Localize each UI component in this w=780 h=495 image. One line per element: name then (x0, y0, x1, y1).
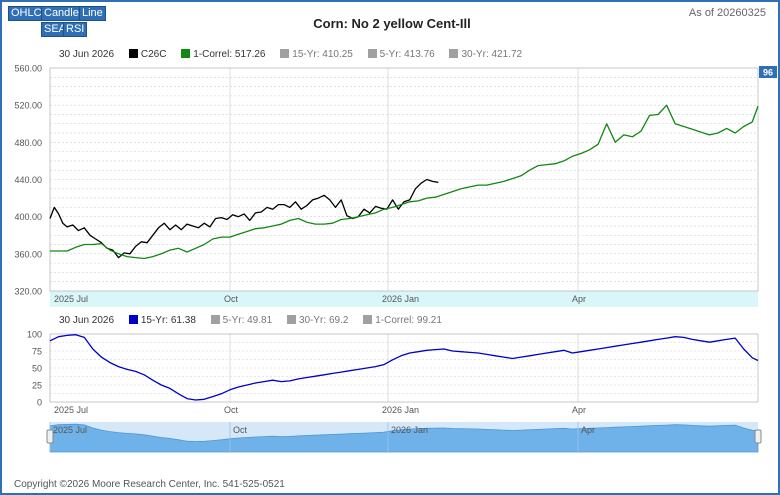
navigator-x-label: Oct (233, 425, 248, 435)
price-x-tick-label: 2025 Jul (54, 294, 88, 304)
navigator-area (49, 423, 759, 453)
candle-button[interactable]: Candle (41, 6, 82, 21)
rsi-x-tick-label: Oct (224, 405, 239, 415)
price-legend-date: 30 Jun 2026 (59, 49, 115, 60)
legend-item-1-correl[interactable]: 1-Correl: 517.26 (181, 49, 265, 60)
rsi-legend: 30 Jun 2026 15-Yr: 61.38 5-Yr: 49.81 30-… (59, 315, 454, 326)
price-x-tick-label: 2026 Jan (382, 294, 419, 304)
navigator-x-label: 2025 Jul (53, 425, 87, 435)
legend-item-rsi-30-yr[interactable]: 30-Yr: 69.2 (286, 315, 348, 326)
rsi-y-tick-label: 50 (32, 364, 42, 374)
line-button[interactable]: Line (79, 6, 106, 21)
ohlc-button[interactable]: OHLC (8, 6, 45, 21)
rsi-y-tick-label: 25 (32, 381, 42, 391)
navigator-right-handle[interactable] (754, 429, 762, 444)
navigator-x-label: Apr (581, 425, 595, 435)
price-x-tick-label: Apr (572, 294, 586, 304)
rsi-series-line[interactable] (49, 334, 759, 401)
rsi-plot-border (49, 333, 759, 403)
rsi-x-tick-label: Apr (572, 405, 586, 415)
legend-item-c26c[interactable]: C26C (128, 49, 166, 60)
price-series-line[interactable] (49, 178, 439, 259)
sea-button[interactable]: SEA (41, 22, 70, 37)
price-y-tick-label: 480.00 (14, 138, 42, 148)
price-badge (759, 66, 777, 78)
price-y-tick-label: 400.00 (14, 212, 42, 222)
price-y-tick-label: 440.00 (14, 175, 42, 185)
rsi-y-tick-label: 0 (37, 398, 42, 408)
legend-item-15-yr[interactable]: 15-Yr: 410.25 (280, 49, 353, 60)
price-series-line[interactable] (50, 104, 759, 260)
legend-item-5-yr[interactable]: 5-Yr: 413.76 (367, 49, 435, 60)
price-xaxis-band (50, 291, 758, 307)
rsi-button[interactable]: RSI (63, 22, 88, 37)
navigator-x-label: 2026 Jan (391, 425, 428, 435)
rsi-x-tick-label: 2025 Jul (54, 405, 88, 415)
chart-title: Corn: No 2 yellow Cent-Ill (313, 16, 471, 31)
price-y-tick-label: 560.00 (14, 64, 42, 74)
legend-item-rsi-15-yr[interactable]: 15-Yr: 61.38 (128, 315, 196, 326)
rsi-y-tick-label: 75 (32, 347, 42, 357)
legend-item-rsi-1-correl[interactable]: 1-Correl: 99.21 (363, 315, 442, 326)
navigator-left-handle[interactable] (46, 429, 54, 444)
legend-item-30-yr[interactable]: 30-Yr: 421.72 (449, 49, 522, 60)
rsi-legend-date: 30 Jun 2026 (59, 315, 115, 326)
copyright-notice: Copyright ©2026 Moore Research Center, I… (14, 479, 285, 490)
price-plot-border (49, 67, 759, 292)
price-badge-label: 96 (763, 68, 773, 78)
as-of-date: As of 20260325 (688, 7, 766, 19)
legend-item-rsi-5-yr[interactable]: 5-Yr: 49.81 (210, 315, 272, 326)
rsi-y-tick-label: 100 (27, 330, 42, 340)
price-y-tick-label: 320.00 (14, 287, 42, 297)
price-y-tick-label: 360.00 (14, 249, 42, 259)
price-x-tick-label: Oct (224, 294, 239, 304)
price-y-tick-label: 520.00 (14, 101, 42, 111)
price-legend: 30 Jun 2026 C26C 1-Correl: 517.26 15-Yr:… (59, 49, 534, 60)
rsi-x-tick-label: 2026 Jan (382, 405, 419, 415)
